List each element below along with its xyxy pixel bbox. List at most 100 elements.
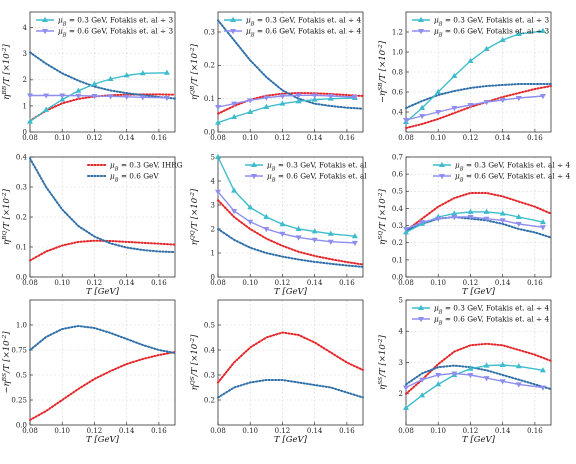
data-point-cyan [139,70,146,76]
data-point-cyan [247,204,254,210]
y-tick-label: 0 [211,273,215,281]
data-point-cyan [123,72,130,78]
x-tick-label: 0.08 [398,134,414,142]
x-tick-label: 0.10 [54,427,70,435]
data-point-cyan [295,225,302,231]
legend-label: μB = 0.3 GeV, Fotakis et. al ÷ 4 [246,16,361,28]
x-tick-label: 0.10 [242,427,258,435]
legend-marker [42,16,48,22]
x-axis-label: T [GeV] [86,287,120,297]
y-tick-label: 4 [211,177,216,185]
data-point-violet [327,239,334,245]
data-point-cyan [419,392,426,398]
y-tick-label: 0.3 [392,222,403,230]
panel-SQ: 0.08 0.10 0.12 0.14 0.16 0.0 0.1 0.2 0.3 0.4 0.5 0.… [377,153,571,297]
data-point-cyan [43,106,50,112]
series-line-blue [29,51,176,100]
y-tick-label: 3 [23,50,27,58]
y-tick-label: 0.0 [204,128,215,136]
x-tick-label: 0.16 [527,134,543,142]
data-point-violet [91,94,98,100]
data-point-violet [403,385,409,391]
data-point-violet [403,227,409,233]
data-point-violet [231,209,238,215]
y-tick-label: 0.25 [11,396,27,404]
x-tick-label: 0.12 [87,427,103,435]
y-tick-label: 0.1 [16,243,27,251]
y-tick-label: 1.2 [392,28,403,36]
series-line-blue [29,157,176,254]
x-tick-label: 0.08 [22,279,38,287]
data-point-cyan [539,27,546,33]
data-point-cyan [215,119,221,125]
x-tick-label: 0.10 [54,134,70,142]
y-tick-label: 4 [399,328,404,336]
data-point-violet [295,93,302,99]
x-tick-label: 0.16 [339,427,355,435]
legend-label: μB = 0.3 GeV, IHRG [110,161,183,173]
data-point-cyan [231,187,238,193]
y-tick-label: 0.1 [204,95,215,103]
data-point-cyan [247,108,254,114]
y-tick-label: 2 [399,390,403,398]
x-tick-label: 0.16 [339,279,355,287]
data-point-cyan [539,367,546,373]
series-line-violet [217,191,355,244]
data-point-cyan [467,57,474,63]
y-tick-label: 0.0 [392,273,403,281]
panel-BB: 0.08 0.10 0.12 0.14 0.16 0 1 2 3 4 ηBB/T [×10-2] μB… [1,11,176,142]
data-point-violet [451,371,458,377]
y-axis-label: ηBB/T [×10-2] [1,44,13,100]
data-point-cyan [435,88,442,94]
data-point-cyan [467,365,474,371]
data-point-cyan [515,363,522,369]
series-line-blue [217,379,364,399]
y-tick-label: 0.0 [16,273,27,281]
data-point-violet [483,376,490,382]
y-tick-label: 1.0 [16,321,27,329]
data-point-cyan [467,208,474,214]
y-tick-label: 5 [211,153,215,161]
y-axis-label: ηQB/T [×10-2] [189,43,201,100]
y-tick-label: 0.5 [204,321,215,329]
y-tick-label: 0.2 [392,239,403,247]
legend-marker [418,304,424,310]
y-tick-label: 2 [23,76,27,84]
panel-QS: 0.08 0.10 0.12 0.14 0.16 0.2 0.3 0.4 0.5 T [GeV] η… [189,299,364,445]
panel-SS: 0.08 0.10 0.12 0.14 0.16 2 3 4 5 T [GeV] ηSS/T [×1… [377,296,552,445]
data-point-violet [499,98,506,104]
y-tick-label: 0.2 [204,396,215,404]
data-point-violet [215,189,221,195]
series-line-cyan [405,30,543,123]
y-tick-label: 2 [211,225,215,233]
data-point-violet [263,227,270,233]
data-point-violet [215,105,221,111]
data-point-violet [123,94,130,100]
x-axis-label: T [GeV] [274,287,308,297]
data-point-violet [451,215,458,221]
data-point-cyan [499,361,506,367]
data-point-violet [515,382,522,388]
legend-label: μB = 0.6 GeV, Fotakis et. al [267,172,367,184]
x-tick-label: 0.08 [210,279,226,287]
legend-label: μB = 0.6 GeV, Fotakis et. al ÷ 3 [434,27,549,39]
data-point-violet [419,377,426,383]
data-point-violet [139,95,146,101]
data-point-cyan [451,210,458,216]
data-point-cyan [75,87,82,93]
x-tick-label: 0.16 [527,279,543,287]
data-point-violet [311,237,318,243]
x-tick-label: 0.10 [430,427,446,435]
data-point-cyan [451,72,458,78]
data-point-violet [435,110,442,116]
legend-label: μB = 0.3 GeV, Fotakis et. al ÷ 3 [58,16,173,28]
series-line-red [217,199,364,266]
data-point-violet [351,240,358,247]
x-axis-label: T [GeV] [274,435,308,445]
series-line-red [217,91,364,115]
legend-label: μB = 0.3 GeV, Fotakis et. al [267,161,367,173]
data-point-cyan [499,36,506,42]
data-point-violet [279,94,286,100]
x-tick-label: 0.14 [307,279,323,287]
